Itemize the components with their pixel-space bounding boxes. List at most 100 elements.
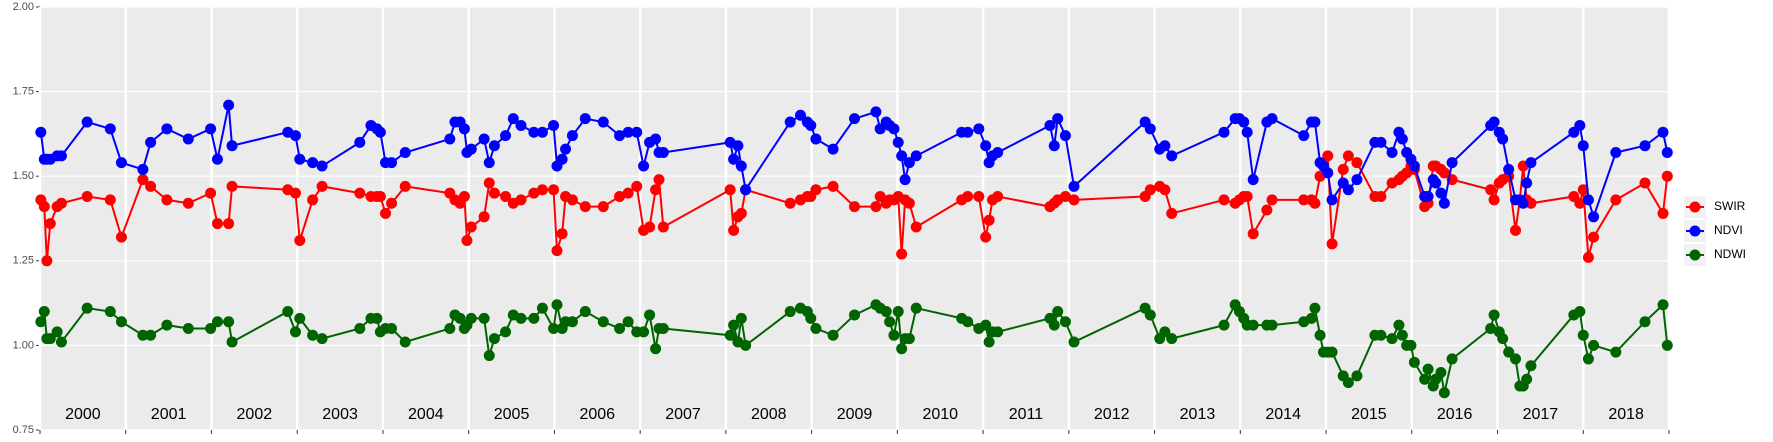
data-point	[161, 194, 173, 206]
data-point	[1582, 251, 1594, 263]
data-point	[316, 160, 328, 172]
data-point	[1446, 353, 1458, 365]
data-point	[1657, 207, 1669, 219]
data-point	[488, 187, 500, 199]
data-point	[910, 150, 922, 162]
data-point	[657, 322, 669, 334]
data-point	[566, 130, 578, 142]
data-point	[1657, 299, 1669, 311]
data-point	[145, 180, 157, 192]
data-point	[1577, 140, 1589, 152]
data-point	[294, 312, 306, 324]
data-point	[500, 130, 512, 142]
data-point	[597, 116, 609, 128]
data-point	[1639, 177, 1651, 189]
data-point	[728, 153, 740, 165]
year-label: 2012	[1094, 406, 1130, 423]
data-point	[1159, 140, 1171, 152]
data-point	[980, 231, 992, 243]
legend-label: SWIR	[1714, 199, 1746, 213]
data-point	[784, 306, 796, 318]
data-point	[483, 157, 495, 169]
data-point	[44, 333, 56, 345]
data-point	[980, 319, 992, 331]
data-point	[1266, 319, 1278, 331]
data-point	[1241, 126, 1253, 138]
data-point	[1375, 191, 1387, 203]
data-point	[784, 197, 796, 209]
data-point	[223, 218, 235, 230]
data-point	[1488, 116, 1500, 128]
data-point	[1393, 319, 1405, 331]
data-point	[223, 99, 235, 111]
data-point	[488, 140, 500, 152]
data-point	[1510, 224, 1522, 236]
data-point	[289, 326, 301, 338]
data-point	[1503, 163, 1515, 175]
data-point	[1610, 147, 1622, 159]
year-label: 2003	[322, 406, 358, 423]
data-point	[1247, 319, 1259, 331]
data-point	[1322, 167, 1334, 179]
data-point	[622, 187, 634, 199]
year-label: 2007	[665, 406, 701, 423]
data-point	[566, 194, 578, 206]
data-point	[644, 309, 656, 321]
data-point	[478, 312, 490, 324]
data-point	[1298, 130, 1310, 142]
data-point	[483, 350, 495, 362]
data-point	[371, 312, 383, 324]
data-point	[1396, 133, 1408, 145]
data-point	[896, 248, 908, 260]
data-point	[1435, 366, 1447, 378]
data-point	[1422, 191, 1434, 203]
data-point	[1510, 353, 1522, 365]
data-point	[1396, 329, 1408, 341]
data-point	[1639, 140, 1651, 152]
data-point	[556, 228, 568, 240]
data-point	[294, 234, 306, 246]
data-point	[896, 150, 908, 162]
data-point	[903, 157, 915, 169]
data-point	[55, 336, 67, 348]
data-point	[614, 130, 626, 142]
year-label: 2002	[237, 406, 273, 423]
data-point	[810, 133, 822, 145]
data-point	[488, 333, 500, 345]
data-point	[1298, 194, 1310, 206]
data-point	[962, 126, 974, 138]
data-point	[622, 126, 634, 138]
legend-point	[1689, 225, 1701, 237]
year-label: 2013	[1180, 406, 1216, 423]
data-point	[38, 306, 50, 318]
data-point	[1326, 194, 1338, 206]
data-point	[805, 119, 817, 131]
data-point	[161, 319, 173, 331]
data-point	[1342, 377, 1354, 389]
data-point	[38, 201, 50, 213]
data-point	[444, 133, 456, 145]
data-point	[1408, 160, 1420, 172]
data-point	[374, 191, 386, 203]
data-point	[1446, 157, 1458, 169]
data-point	[35, 126, 47, 138]
data-point	[1386, 147, 1398, 159]
data-point	[223, 316, 235, 328]
data-point	[380, 207, 392, 219]
data-point	[1059, 130, 1071, 142]
year-label: 2009	[837, 406, 873, 423]
data-point	[1166, 150, 1178, 162]
data-point	[1610, 346, 1622, 358]
data-point	[983, 214, 995, 226]
data-point	[810, 184, 822, 196]
data-point	[1435, 187, 1447, 199]
year-label: 2000	[65, 406, 101, 423]
data-point	[1247, 174, 1259, 186]
data-point	[226, 140, 238, 152]
data-point	[1068, 180, 1080, 192]
data-point	[458, 191, 470, 203]
year-label: 2001	[151, 406, 187, 423]
data-point	[1309, 116, 1321, 128]
data-point	[386, 197, 398, 209]
data-point	[515, 119, 527, 131]
